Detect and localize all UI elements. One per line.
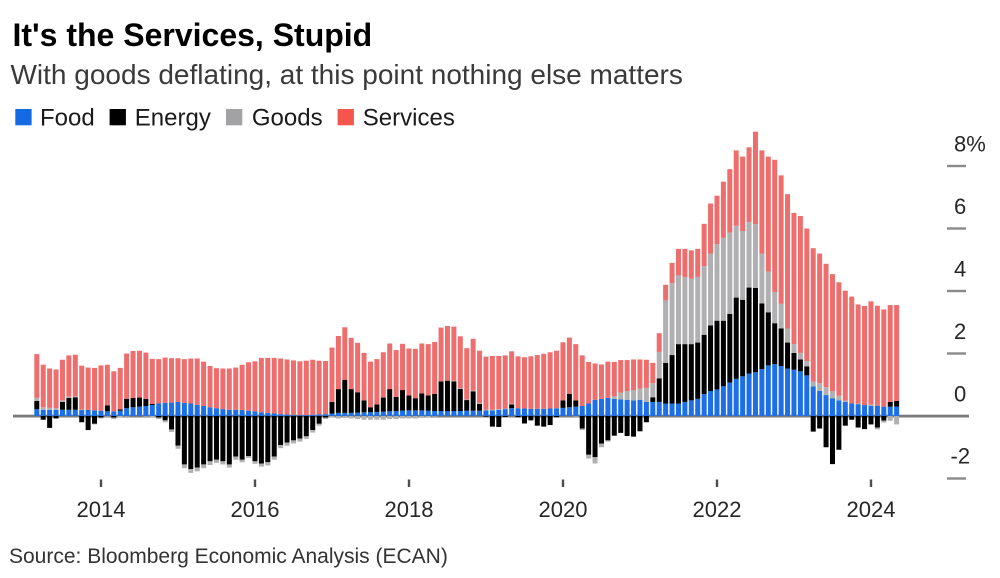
svg-text:8%: 8%	[954, 132, 986, 157]
svg-text:0: 0	[954, 382, 966, 407]
svg-text:Goods: Goods	[252, 105, 323, 132]
svg-text:2: 2	[954, 319, 966, 344]
svg-text:2016: 2016	[231, 497, 280, 522]
svg-text:Services: Services	[363, 105, 455, 132]
svg-text:6: 6	[954, 194, 966, 219]
svg-text:2018: 2018	[385, 497, 434, 522]
svg-text:Food: Food	[40, 105, 95, 132]
svg-text:-2: -2	[951, 444, 971, 469]
svg-text:Energy: Energy	[135, 105, 211, 132]
svg-text:2014: 2014	[77, 497, 126, 522]
svg-text:Source: Bloomberg Economic Ana: Source: Bloomberg Economic Analysis (ECA…	[9, 545, 448, 568]
svg-text:2020: 2020	[539, 497, 588, 522]
svg-text:4: 4	[954, 257, 966, 282]
svg-text:With goods deflating, at this: With goods deflating, at this point noth…	[11, 59, 683, 90]
svg-text:It's the Services, Stupid: It's the Services, Stupid	[13, 17, 373, 53]
svg-text:2024: 2024	[847, 497, 896, 522]
svg-text:2022: 2022	[693, 497, 742, 522]
